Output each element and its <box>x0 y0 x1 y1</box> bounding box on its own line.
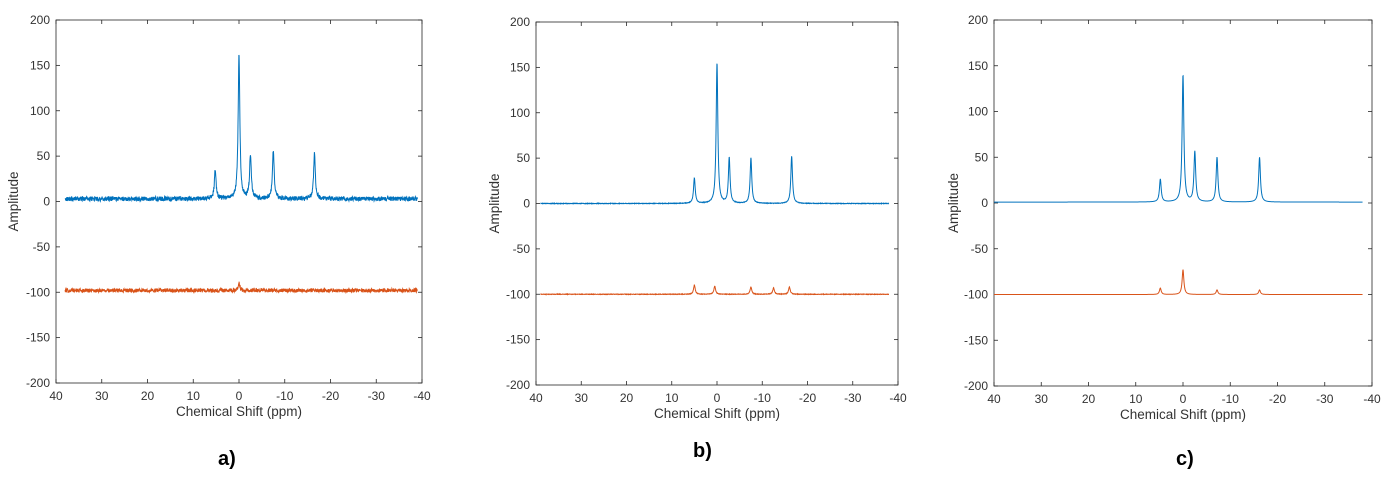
y-tick-label: -100 <box>964 288 988 302</box>
y-tick-label: -50 <box>33 240 51 254</box>
spectrum-series-1 <box>64 54 418 203</box>
y-tick-label: 0 <box>523 197 530 211</box>
x-tick-label: 10 <box>1129 392 1143 406</box>
x-tick-label: 30 <box>1035 392 1049 406</box>
x-tick-label: 10 <box>187 389 201 403</box>
x-axis-label: Chemical Shift (ppm) <box>176 404 302 419</box>
plot-frame <box>993 19 1373 387</box>
y-tick-label: -200 <box>506 378 530 392</box>
chart-panel-b: 200 150 100 50 0 -50 -100 -150 -200 40 30 20 10 0 -10-… <box>480 0 920 484</box>
x-tick-label: -40 <box>413 389 431 403</box>
panel-label-b: b) <box>693 440 712 462</box>
y-tick-label: 100 <box>30 104 50 118</box>
y-tick-label: 200 <box>968 13 988 27</box>
y-tick-label: 50 <box>517 151 531 165</box>
spectrum-series-2 <box>540 284 890 296</box>
x-tick-label: -10 <box>276 389 294 403</box>
x-tick-label: 20 <box>620 391 634 405</box>
y-tick-label: -100 <box>506 287 530 301</box>
y-tick-label: -150 <box>964 333 988 347</box>
x-tick-label: 10 <box>665 391 679 405</box>
y-tick-label: 150 <box>30 58 50 72</box>
panel-label-a: a) <box>218 448 236 470</box>
y-tick-label: 50 <box>975 150 989 164</box>
y-axis-label: Amplitude <box>6 171 21 231</box>
y-tick-label: 50 <box>37 149 51 163</box>
panel-label-c: c) <box>1176 448 1194 470</box>
x-tick-label: -10 <box>1222 392 1240 406</box>
x-axis-label: Chemical Shift (ppm) <box>654 406 780 421</box>
x-tick-label: -10 <box>754 391 772 405</box>
y-tick-label: 150 <box>968 59 988 73</box>
x-tick-label: 0 <box>714 391 721 405</box>
x-tick-label: -20 <box>1269 392 1287 406</box>
y-axis-label: Amplitude <box>487 173 502 233</box>
y-tick-label: -50 <box>971 242 989 256</box>
y-tick-label: 100 <box>510 106 530 120</box>
x-tick-label: 40 <box>529 391 543 405</box>
x-axis-label: Chemical Shift (ppm) <box>1120 407 1246 422</box>
x-tick-label: 40 <box>987 392 1001 406</box>
y-tick-label: -100 <box>26 285 50 299</box>
x-tick-label: -30 <box>1316 392 1334 406</box>
y-tick-label: 150 <box>510 60 530 74</box>
y-tick-label: 200 <box>30 13 50 27</box>
x-tick-label: -40 <box>1363 392 1381 406</box>
x-tick-label: 20 <box>1082 392 1096 406</box>
x-tick-label: 30 <box>95 389 109 403</box>
y-tick-label: 100 <box>968 105 988 119</box>
x-tick-label: -20 <box>799 391 817 405</box>
y-tick-label: -50 <box>513 242 531 256</box>
x-tick-label: 20 <box>141 389 155 403</box>
y-tick-label: -150 <box>506 333 530 347</box>
y-axis-label: Amplitude <box>946 173 961 233</box>
y-tick-label: -200 <box>964 379 988 393</box>
chart-panel-a: 200 150 100 50 0 -50 -100 -150 -200 40 30 20 10 0 -10-… <box>0 0 440 484</box>
chart-panel-c: 200 150 100 50 0 -50 -100 -150 -200 40 30 20 10 0 -10-… <box>940 0 1390 484</box>
x-tick-label: -20 <box>322 389 340 403</box>
x-tick-label: 40 <box>49 389 63 403</box>
y-tick-label: 0 <box>43 195 50 209</box>
spectrum-series-1 <box>540 63 890 206</box>
spectrum-series-2 <box>994 269 1363 295</box>
x-tick-label: 30 <box>575 391 589 405</box>
x-tick-label: 0 <box>1180 392 1187 406</box>
spectrum-series-2 <box>64 281 418 295</box>
y-tick-label: 0 <box>981 196 988 210</box>
x-tick-label: -30 <box>844 391 862 405</box>
spectrum-series-1 <box>994 74 1363 203</box>
x-tick-label: 0 <box>236 389 243 403</box>
x-tick-label: -40 <box>889 391 907 405</box>
y-tick-label: 200 <box>510 15 530 29</box>
y-tick-label: -150 <box>26 331 50 345</box>
y-tick-label: -200 <box>26 376 50 390</box>
x-tick-label: -30 <box>368 389 386 403</box>
